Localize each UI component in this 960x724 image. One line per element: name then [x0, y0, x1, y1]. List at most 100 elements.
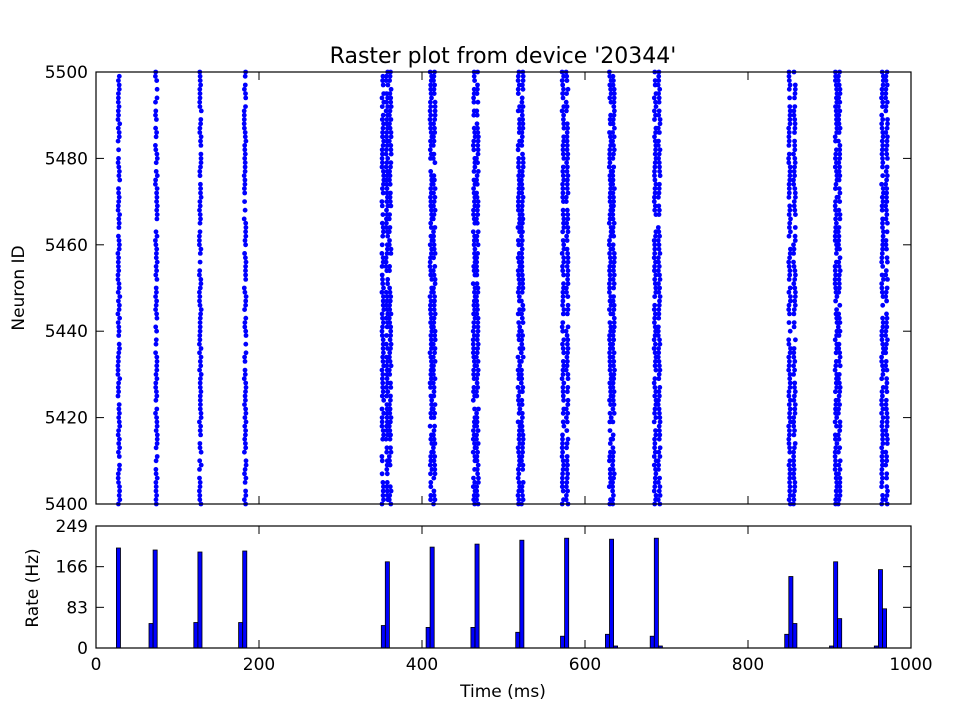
spike-dot	[653, 130, 658, 135]
spike-dot	[197, 294, 203, 299]
spike-dot	[243, 277, 249, 282]
spike-dot	[791, 181, 797, 187]
spike-dot	[792, 298, 798, 304]
spike-dot	[519, 138, 525, 144]
spike-dot	[115, 108, 121, 114]
spike-dot	[384, 199, 390, 205]
spike-dot	[786, 354, 792, 360]
spike-dot	[197, 328, 203, 334]
spike-dot	[515, 445, 521, 451]
spike-dot	[832, 164, 838, 170]
spike-dot	[884, 454, 889, 459]
spike-dot	[430, 268, 436, 274]
spike-dot	[154, 389, 159, 395]
spike-dot	[197, 298, 202, 304]
spike-dot	[787, 493, 793, 498]
spike-dot	[471, 385, 477, 390]
spike-dot	[836, 277, 842, 282]
spike-dot	[836, 112, 842, 118]
spike-dot	[656, 346, 661, 351]
spike-dot	[611, 376, 617, 382]
spike-dot	[516, 436, 522, 442]
spike-dot	[610, 117, 616, 122]
spike-dot	[837, 475, 843, 481]
spike-dot	[472, 134, 478, 140]
spike-dot	[153, 302, 159, 308]
spike-dot	[387, 493, 393, 498]
spike-dot	[387, 108, 393, 114]
spike-dot	[520, 307, 526, 312]
spike-dot	[198, 432, 204, 438]
spike-dot	[560, 143, 566, 148]
spike-dot	[153, 181, 158, 187]
spike-dot	[565, 436, 571, 442]
spike-dot	[561, 350, 567, 356]
spike-dot	[519, 359, 524, 364]
spike-dot	[885, 488, 890, 494]
spike-dot	[560, 410, 566, 416]
spike-dot	[471, 302, 477, 308]
spike-dot	[610, 432, 616, 438]
spike-dot	[242, 359, 248, 364]
spike-dot	[652, 449, 658, 455]
spike-dot	[792, 277, 798, 282]
spike-dot	[786, 212, 792, 218]
spike-dot	[427, 108, 433, 114]
spike-dot	[431, 428, 437, 433]
spike-dot	[787, 471, 793, 477]
spike-dot	[153, 337, 159, 343]
spike-dot	[560, 238, 566, 243]
spike-dot	[475, 367, 481, 373]
spike-dot	[431, 372, 436, 377]
spike-dot	[610, 436, 616, 442]
spike-dot	[653, 104, 659, 109]
spike-dot	[564, 289, 569, 295]
spike-dot	[380, 186, 385, 192]
spike-dot	[884, 475, 889, 481]
spike-dot	[653, 471, 659, 477]
spike-dot	[563, 194, 569, 200]
spike-dot	[610, 462, 615, 468]
spike-dot	[430, 380, 436, 386]
spike-dot	[651, 307, 657, 312]
spike-dot	[885, 134, 890, 140]
spike-dot	[610, 311, 616, 317]
spike-dot	[381, 307, 387, 312]
spike-dot	[242, 393, 248, 399]
spike-dot	[883, 359, 889, 364]
spike-dot	[471, 242, 477, 248]
spike-dot	[879, 272, 885, 278]
spike-dot	[652, 475, 658, 481]
spike-dot	[560, 346, 566, 351]
spike-dot	[792, 402, 798, 407]
spike-dot	[515, 354, 521, 360]
spike-dot	[471, 73, 477, 79]
spike-dot	[560, 212, 566, 218]
spike-dot	[471, 320, 477, 325]
spike-dot	[197, 359, 203, 364]
spike-dot	[607, 251, 612, 256]
spike-dot	[883, 203, 889, 209]
spike-dot	[385, 156, 391, 161]
spike-dot	[432, 207, 438, 213]
spike-dot	[243, 350, 249, 356]
spike-dot	[561, 121, 567, 127]
spike-dot	[471, 186, 476, 192]
spike-dot	[432, 194, 438, 200]
spike-dot	[519, 207, 525, 213]
spike-dot	[472, 406, 477, 412]
spike-dot	[387, 354, 392, 360]
spike-dot	[116, 173, 122, 179]
rate-bar	[833, 561, 839, 649]
spike-dot	[471, 428, 476, 433]
spike-dot	[472, 246, 478, 252]
spike-dot	[610, 419, 616, 425]
spike-dot	[787, 225, 792, 230]
spike-dot	[116, 350, 122, 356]
spike-dot	[384, 471, 390, 477]
spike-dot	[474, 432, 479, 438]
spike-dot	[565, 471, 570, 477]
spike-dot	[565, 402, 571, 407]
spike-dot	[474, 350, 480, 356]
spike-dot	[519, 272, 525, 278]
